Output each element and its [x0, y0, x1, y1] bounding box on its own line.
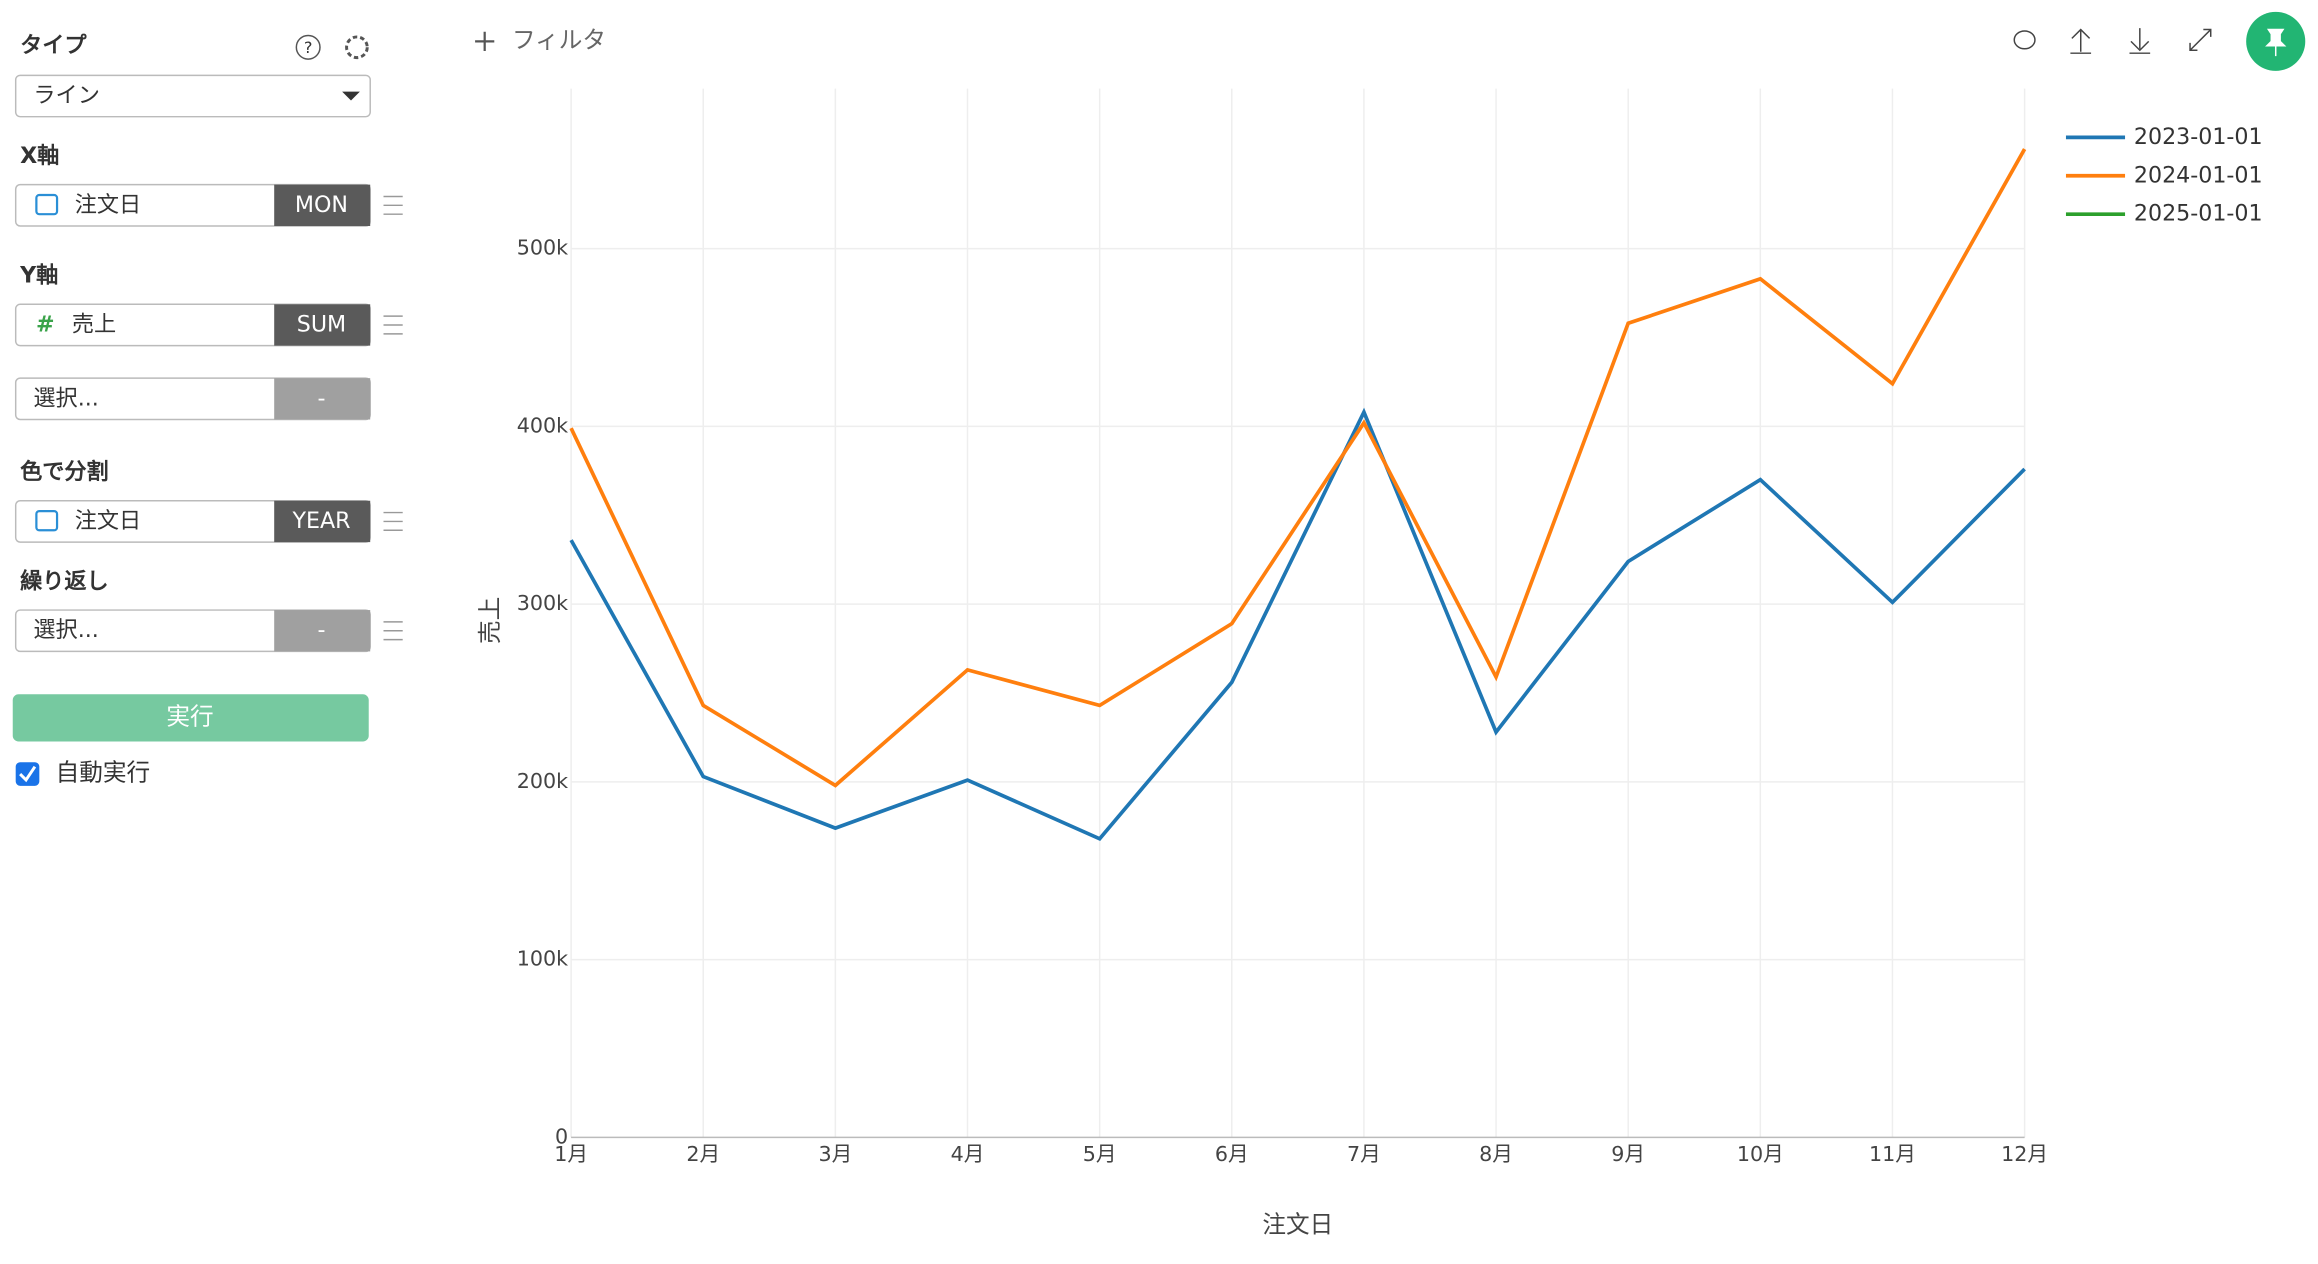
x-tick-label: 4月	[951, 1142, 985, 1166]
series-line	[569, 407, 2026, 842]
x-tick-label: 8月	[1479, 1142, 1513, 1166]
x-tick-label: 7月	[1347, 1142, 1381, 1166]
x-tick-label: 3月	[818, 1142, 852, 1166]
x-tick-label: 10月	[1737, 1142, 1784, 1166]
agg[interactable]	[274, 184, 371, 227]
dropdown-arrow	[342, 91, 360, 101]
chart: 0 100k 200k 300k 400k 500k 1月 2月 3月 4月 5月 6月 7月 8月 9月 1…	[476, 88, 2263, 1239]
x-tick-label: 1月	[554, 1142, 588, 1166]
label: タイプ	[20, 32, 87, 58]
help-icon[interactable]	[295, 34, 321, 60]
agg-label: SUM	[297, 311, 346, 337]
toolbar: フィルタ	[475, 11, 2306, 71]
menu-icon[interactable]	[383, 511, 403, 532]
field-name: 選択...	[33, 385, 98, 411]
label: 繰り返し	[20, 568, 109, 594]
label: 色で分割	[20, 459, 109, 485]
legend-label: 2024-01-01	[2134, 162, 2263, 188]
plus-icon	[475, 31, 495, 51]
agg[interactable]	[274, 500, 371, 543]
y-axis-title: 売上	[476, 597, 504, 644]
calendar-icon	[35, 509, 59, 532]
series-line	[569, 148, 2027, 788]
x-tick-label: 2月	[686, 1142, 720, 1166]
x-tick-label: 12月	[2001, 1142, 2048, 1166]
y-tick-label: 100k	[517, 947, 568, 971]
agg[interactable]	[274, 304, 371, 346]
menu-icon[interactable]	[383, 195, 403, 215]
select-value: ライン	[33, 83, 99, 109]
help-glyph: ?	[304, 38, 313, 57]
x-tick-label: 11月	[1869, 1142, 1916, 1166]
agg-label: YEAR	[291, 508, 350, 534]
x-axis-title: 注文日	[1262, 1211, 1333, 1239]
field-name: 売上	[72, 311, 116, 337]
y-tick-label: 0	[555, 1124, 568, 1148]
x-tick-label: 5月	[1083, 1142, 1117, 1166]
label: Y軸	[19, 263, 58, 289]
y-tick-label: 400k	[517, 413, 568, 437]
agg-label: -	[317, 617, 325, 643]
legend-label: 2023-01-01	[2134, 124, 2263, 150]
settings-icon[interactable]	[345, 35, 369, 60]
number-icon: #	[36, 311, 55, 337]
pin-icon	[2265, 28, 2287, 57]
comment-icon[interactable]	[2013, 30, 2036, 50]
sidebar: タイプ ? ライン X軸 注文日 MON Y軸 # 売上 SUM 選択... -…	[12, 32, 403, 787]
label: X軸	[20, 143, 59, 169]
field-name: 注文日	[75, 508, 141, 534]
checkbox-label: 自動実行	[56, 759, 151, 787]
y-tick-label: 300k	[517, 591, 568, 615]
download-icon[interactable]	[2129, 28, 2151, 54]
run-button[interactable]	[12, 694, 369, 742]
agg-label: MON	[295, 192, 348, 218]
checkbox[interactable]	[15, 762, 40, 786]
upload-icon[interactable]	[2070, 28, 2092, 54]
field-name: 選択...	[33, 617, 98, 643]
filter-button[interactable]: フィルタ	[512, 26, 606, 54]
field-name: 注文日	[75, 192, 141, 218]
menu-icon[interactable]	[383, 621, 403, 641]
y-tick-label: 500k	[517, 236, 568, 260]
legend-label: 2025-01-01	[2134, 201, 2263, 227]
agg[interactable]	[274, 610, 371, 652]
check	[19, 765, 37, 783]
menu-icon[interactable]	[383, 315, 403, 335]
run-label: 実行	[166, 702, 213, 730]
agg-label: -	[317, 385, 325, 411]
x-tick-label: 6月	[1215, 1142, 1249, 1166]
x-tick-label: 9月	[1611, 1142, 1645, 1166]
calendar-icon	[35, 193, 59, 216]
agg[interactable]	[274, 378, 371, 420]
type-select[interactable]	[14, 74, 371, 118]
expand-icon[interactable]	[2189, 28, 2212, 51]
y-tick-label: 200k	[517, 769, 568, 793]
